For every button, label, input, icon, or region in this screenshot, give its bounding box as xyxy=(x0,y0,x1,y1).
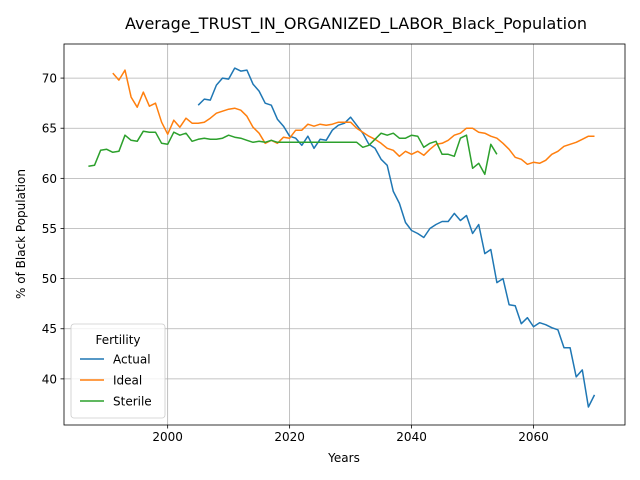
series-lines xyxy=(88,67,596,408)
y-tick-label: 40 xyxy=(42,372,57,386)
y-tick-label: 65 xyxy=(42,122,57,136)
legend-box xyxy=(70,323,166,419)
series-line-actual xyxy=(197,67,596,408)
series-line-ideal xyxy=(112,69,595,166)
legend-label-actual: Actual xyxy=(113,353,151,367)
x-tick-label: 2020 xyxy=(274,430,305,444)
legend: Fertility Actual Ideal Sterile xyxy=(70,323,166,419)
y-axis-label: % of Black Population xyxy=(14,169,28,299)
plot-frame xyxy=(63,43,626,426)
y-tick-label: 70 xyxy=(42,72,57,86)
series-line-sterile xyxy=(88,130,498,176)
legend-title: Fertility xyxy=(95,333,140,347)
x-tick-label: 2060 xyxy=(518,430,549,444)
x-axis-label: Years xyxy=(327,451,360,465)
legend-label-ideal: Ideal xyxy=(113,374,142,388)
x-tick-label: 2040 xyxy=(396,430,427,444)
chart-title: Average_TRUST_IN_ORGANIZED_LABOR_Black_P… xyxy=(125,14,587,34)
legend-label-sterile: Sterile xyxy=(113,395,152,409)
y-tick-label: 50 xyxy=(42,272,57,286)
y-tick-label: 60 xyxy=(42,172,57,186)
axis-ticks: 2000 2020 2040 2060 40 45 50 55 60 65 70 xyxy=(42,72,549,444)
y-tick-label: 45 xyxy=(42,322,57,336)
y-tick-label: 55 xyxy=(42,222,57,236)
x-tick-label: 2000 xyxy=(152,430,183,444)
